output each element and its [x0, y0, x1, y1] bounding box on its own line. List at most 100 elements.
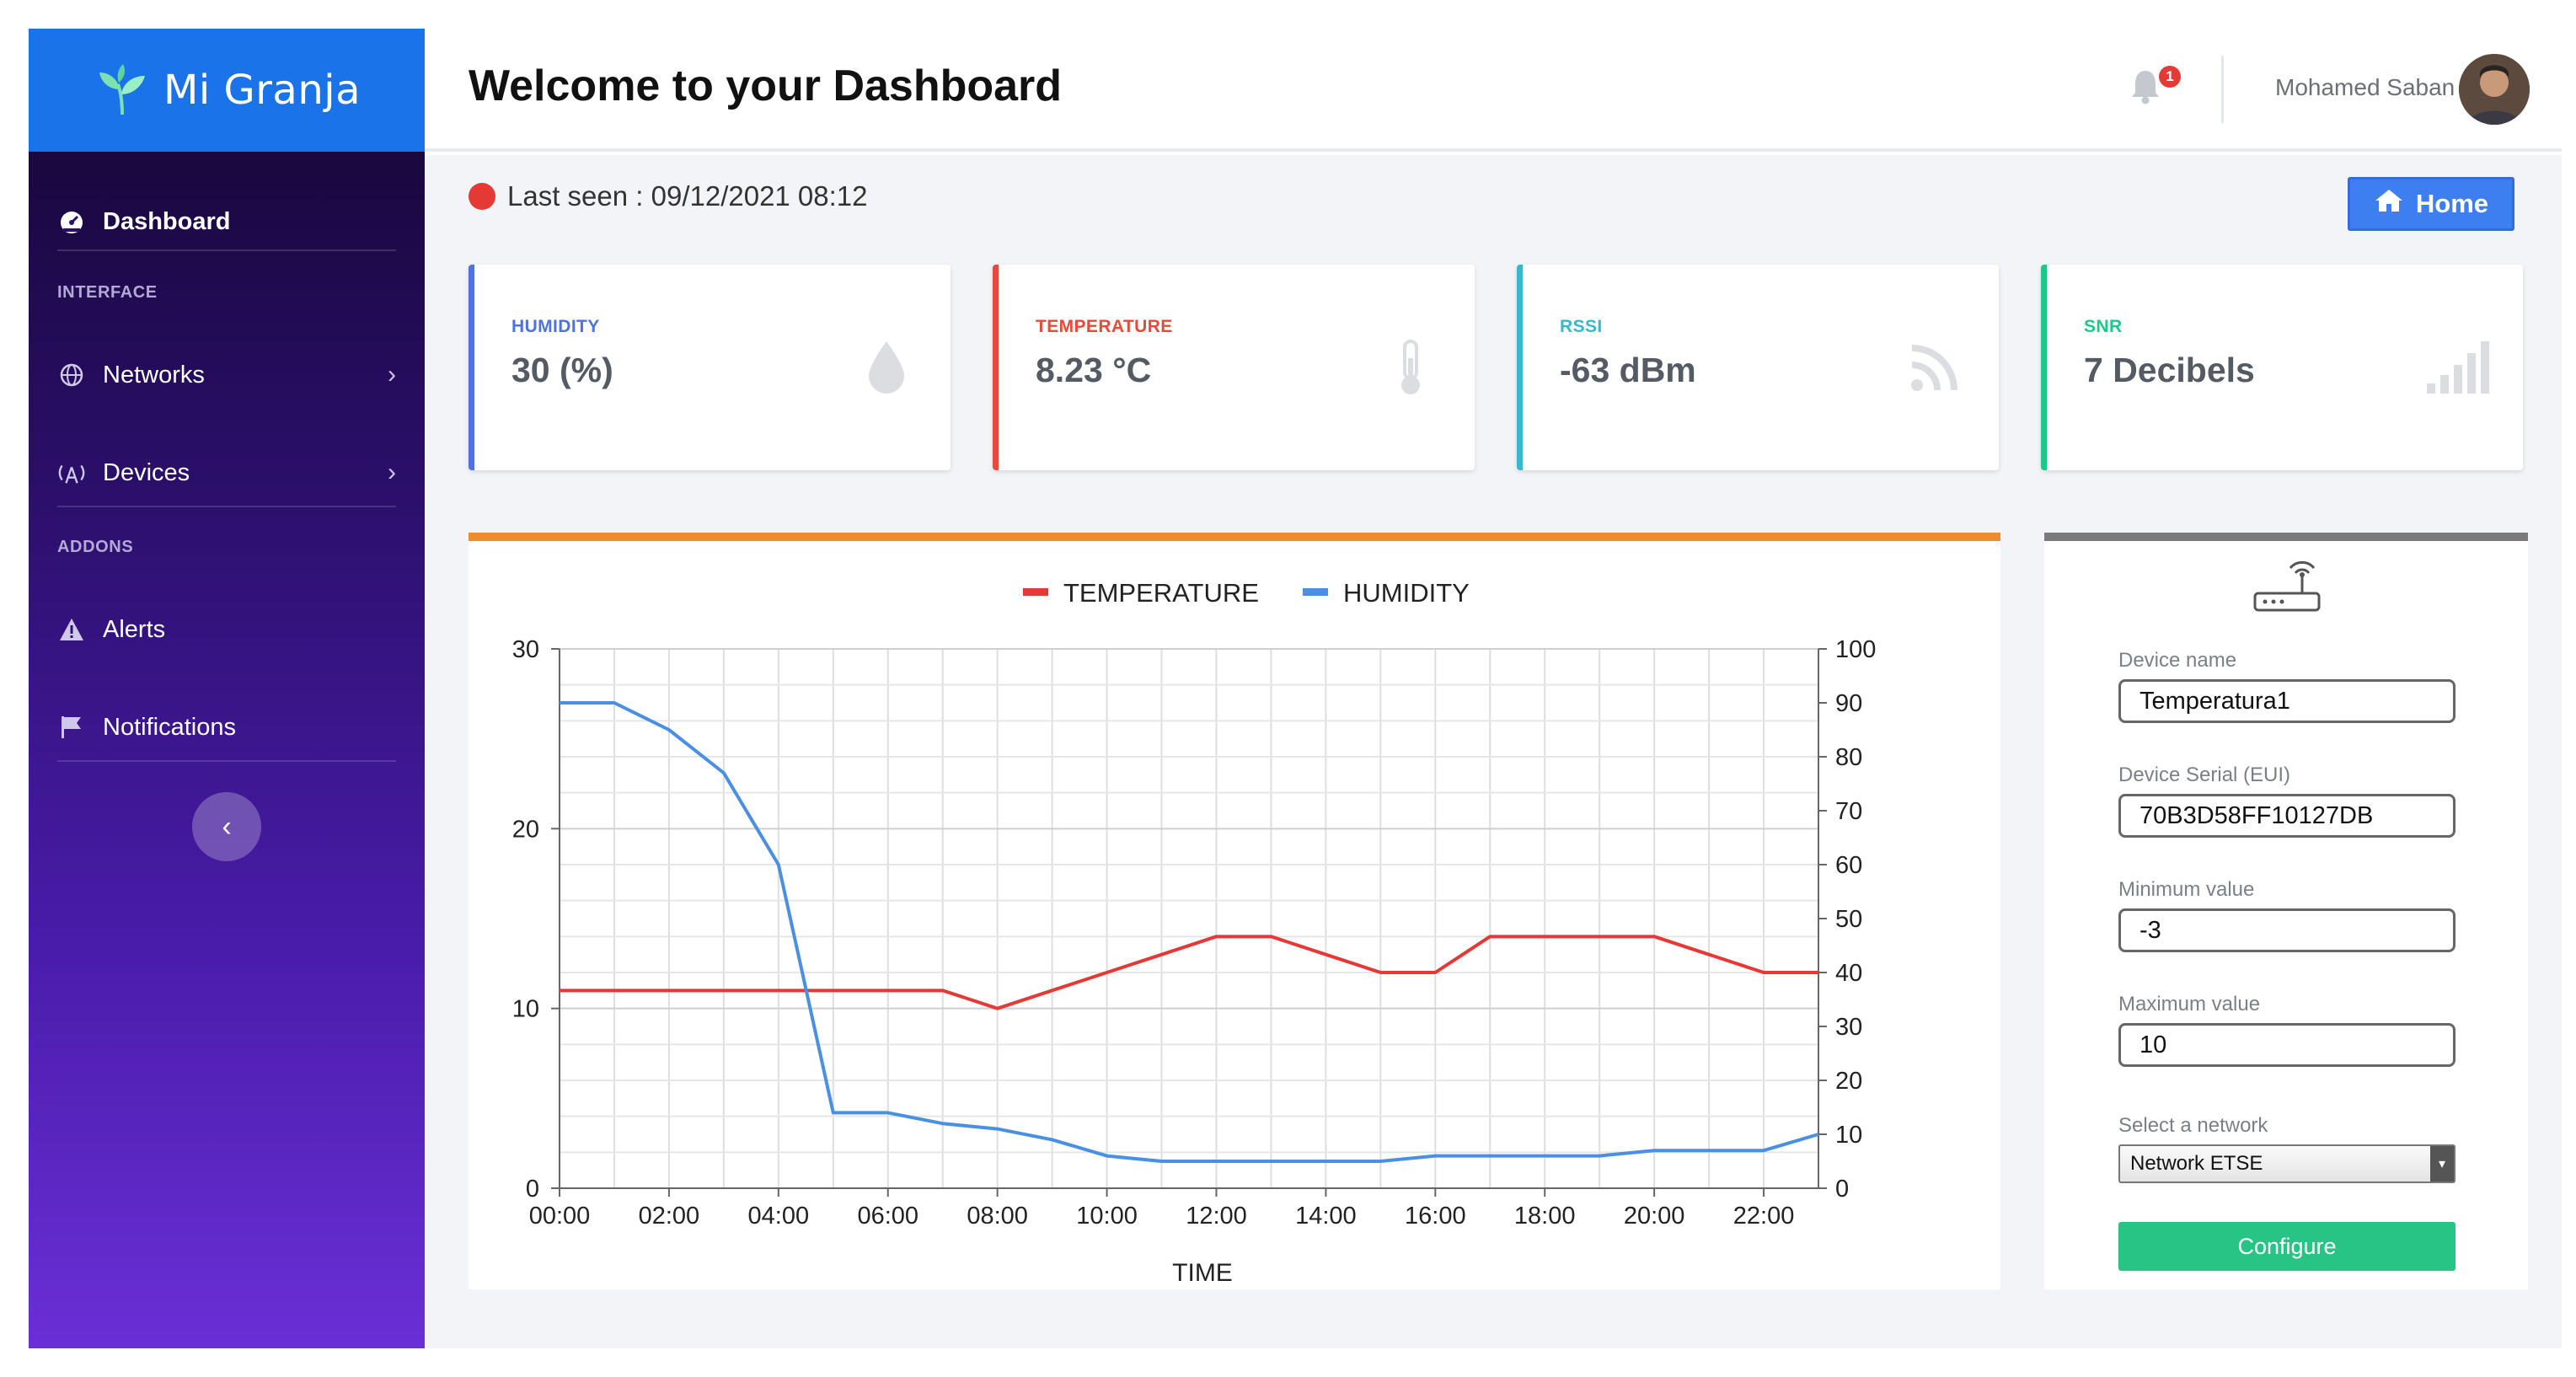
y-right-tick-label: 80	[1835, 744, 1862, 771]
y-left-tick-label: 20	[512, 816, 539, 843]
device-config-panel: Device name Device Serial (EUI) Minimum …	[2044, 533, 2528, 1289]
y-right-tick-label: 100	[1835, 636, 1876, 663]
sidebar-item-label: Dashboard	[103, 207, 231, 235]
maximum-value-label: Maximum value	[2118, 993, 2261, 1015]
last-seen-text: Last seen : 09/12/2021 08:12	[507, 180, 868, 212]
signal-bars-icon	[2425, 334, 2493, 401]
network-select[interactable]: Network ETSE ▾	[2118, 1144, 2456, 1183]
card-label: TEMPERATURE	[1036, 317, 1173, 336]
x-tick-label: 10:00	[1076, 1203, 1138, 1230]
section-label-interface: INTERFACE	[57, 283, 158, 302]
x-tick-label: 18:00	[1514, 1203, 1576, 1230]
sidebar-item-label: Alerts	[103, 615, 166, 643]
thermometer-icon	[1377, 334, 1444, 401]
legend-swatch	[1023, 588, 1048, 596]
water-drop-icon	[853, 334, 920, 401]
maximum-value-input[interactable]	[2118, 1023, 2456, 1067]
sensor-chart-card: 0 10 20 30 0 10 20 30 40 50 60 70 80 90 100 00:00 02:00 0…	[469, 533, 2000, 1289]
device-name-input[interactable]	[2118, 679, 2456, 723]
card-value: 7 Decibels	[2084, 351, 2255, 389]
y-right-tick-label: 30	[1835, 1014, 1862, 1041]
y-right-tick-label: 0	[1835, 1176, 1849, 1203]
warning-triangle-icon	[57, 615, 86, 644]
legend-label: TEMPERATURE	[1063, 578, 1259, 608]
rss-icon	[1901, 334, 1968, 401]
sidebar-item-networks[interactable]: Networks ›	[57, 361, 396, 389]
x-tick-label: 06:00	[857, 1203, 918, 1230]
brand[interactable]: Mi Granja	[29, 29, 425, 152]
topbar: Welcome to your Dashboard 1 Mohamed Saba…	[425, 29, 2562, 152]
home-button[interactable]: Home	[2348, 177, 2514, 231]
sidebar-item-label: Networks	[103, 361, 205, 388]
broadcast-tower-icon	[57, 458, 86, 487]
x-axis-title: TIME	[1172, 1259, 1233, 1287]
x-tick-label: 14:00	[1295, 1203, 1357, 1230]
x-tick-label: 22:00	[1733, 1203, 1795, 1230]
bell-icon[interactable]	[2129, 67, 2171, 110]
router-icon	[2252, 560, 2322, 619]
series-line-temperature	[560, 935, 1818, 1010]
card-value: 8.23 °C	[1036, 351, 1152, 389]
configure-button[interactable]: Configure	[2118, 1222, 2456, 1271]
x-tick-label: 04:00	[748, 1203, 810, 1230]
topbar-divider	[2221, 56, 2224, 123]
sidebar-item-alerts[interactable]: Alerts	[57, 615, 396, 644]
sidebar-item-dashboard[interactable]: Dashboard	[57, 207, 396, 236]
user-name[interactable]: Mohamed Saban	[2275, 74, 2456, 100]
chevron-left-icon: ‹	[222, 810, 232, 843]
y-right-tick-label: 90	[1835, 690, 1862, 717]
humidity-card: HUMIDITY 30 (%)	[469, 265, 951, 470]
sidebar-item-devices[interactable]: Devices ›	[57, 458, 396, 487]
avatar[interactable]	[2459, 54, 2530, 125]
x-tick-label: 08:00	[967, 1203, 1028, 1230]
home-icon	[2374, 188, 2404, 220]
y-left-tick-label: 30	[512, 636, 539, 663]
card-label: HUMIDITY	[511, 317, 600, 336]
temperature-card: TEMPERATURE 8.23 °C	[993, 265, 1475, 470]
status-dot-icon	[469, 183, 495, 210]
y-left-tick-label: 10	[512, 996, 539, 1023]
network-select-value: Network ETSE	[2130, 1152, 2263, 1175]
sidebar-item-notifications[interactable]: Notifications	[57, 713, 396, 742]
dropdown-arrow-icon: ▾	[2430, 1146, 2454, 1181]
globe-icon	[57, 361, 86, 389]
sidebar: Mi Granja Dashboard INTERFACE Networks ›…	[29, 29, 425, 1348]
device-name-label: Device name	[2118, 649, 2237, 672]
tachometer-icon	[57, 207, 86, 236]
sidebar-item-label: Devices	[103, 458, 190, 486]
sidebar-divider	[57, 506, 396, 507]
device-serial-label: Device Serial (EUI)	[2118, 764, 2291, 786]
sensor-line-chart: 0 10 20 30 0 10 20 30 40 50 60 70 80 90 100 00:00 02:00 0…	[512, 578, 1877, 1287]
last-seen-status: Last seen : 09/12/2021 08:12	[469, 180, 868, 212]
legend-swatch	[1303, 588, 1328, 596]
chevron-right-icon: ›	[388, 361, 396, 388]
section-label-addons: ADDONS	[57, 538, 134, 556]
x-tick-label: 16:00	[1405, 1203, 1466, 1230]
sprout-logo-icon	[93, 61, 152, 120]
rssi-card: RSSI -63 dBm	[1517, 265, 1999, 470]
y-right-tick-label: 20	[1835, 1068, 1862, 1095]
y-right-tick-label: 70	[1835, 798, 1862, 825]
flag-icon	[57, 713, 86, 742]
sidebar-divider	[57, 249, 396, 251]
brand-name: Mi Granja	[163, 67, 361, 114]
sidebar-item-label: Notifications	[103, 713, 236, 741]
x-tick-label: 02:00	[639, 1203, 700, 1230]
series-line-humidity	[560, 701, 1819, 1163]
card-label: SNR	[2084, 317, 2123, 336]
card-value: 30 (%)	[511, 351, 613, 389]
legend-label: HUMIDITY	[1343, 578, 1470, 608]
y-right-tick-label: 10	[1835, 1122, 1862, 1149]
home-button-label: Home	[2415, 189, 2489, 218]
device-serial-input[interactable]	[2118, 794, 2456, 838]
y-right-tick-label: 40	[1835, 960, 1862, 987]
x-tick-label: 00:00	[529, 1203, 591, 1230]
sidebar-divider	[57, 760, 396, 762]
minimum-value-input[interactable]	[2118, 908, 2456, 952]
snr-card: SNR 7 Decibels	[2041, 265, 2523, 470]
card-value: -63 dBm	[1560, 351, 1696, 389]
card-label: RSSI	[1560, 317, 1603, 336]
sidebar-collapse-button[interactable]: ‹	[192, 792, 261, 861]
network-select-label: Select a network	[2118, 1114, 2268, 1137]
